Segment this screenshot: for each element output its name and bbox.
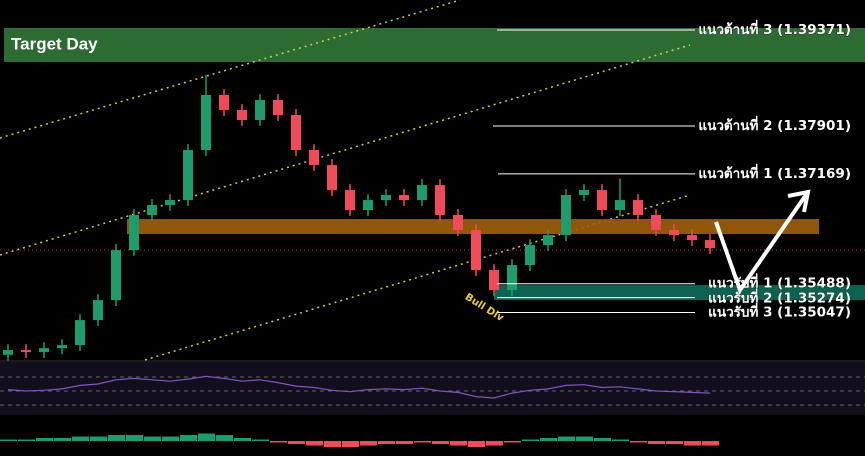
momentum-bar	[702, 441, 719, 446]
momentum-bar	[234, 438, 251, 441]
candle-body	[147, 205, 157, 216]
candle-body	[669, 230, 679, 236]
momentum-bar	[684, 441, 701, 446]
candle-body	[111, 250, 121, 301]
momentum-bar	[216, 435, 233, 441]
momentum-bar	[162, 436, 179, 441]
candle-body	[291, 114, 301, 151]
channel-line	[0, 44, 691, 256]
level-label: แนวต้านที่ 1 (1.37169)	[698, 163, 851, 182]
momentum-bar	[72, 436, 89, 441]
momentum-bar	[468, 441, 485, 447]
level-label: แนวต้านที่ 3 (1.39371)	[698, 19, 851, 38]
candle-body	[3, 350, 13, 355]
candle-body	[165, 200, 175, 206]
candle-body	[39, 348, 49, 353]
candle-body	[399, 195, 409, 201]
candle-body	[597, 190, 607, 211]
candle-body	[345, 190, 355, 211]
candle-body	[255, 100, 265, 121]
momentum-bar	[18, 439, 35, 441]
momentum-bar	[576, 436, 593, 441]
candle-body	[435, 185, 445, 216]
momentum-bar	[0, 439, 17, 441]
momentum-bar	[432, 441, 449, 444]
target-banner	[4, 28, 865, 62]
candle-body	[633, 200, 643, 216]
candle-body	[579, 190, 589, 196]
momentum-bar	[594, 438, 611, 441]
momentum-bar	[540, 438, 557, 441]
candle-body	[705, 240, 715, 249]
momentum-bar	[486, 441, 503, 446]
momentum-bar	[612, 439, 629, 441]
candle-body	[309, 150, 319, 166]
momentum-bar	[504, 441, 521, 443]
momentum-bar	[126, 435, 143, 441]
level-label: แนวต้านที่ 2 (1.37901)	[698, 115, 851, 134]
candle-body	[381, 195, 391, 201]
momentum-bar	[630, 441, 647, 443]
momentum-bar	[414, 441, 431, 443]
momentum-bar	[252, 439, 269, 441]
candle-body	[543, 235, 553, 246]
momentum-bar	[522, 439, 539, 441]
candle-body	[57, 345, 67, 349]
momentum-bar	[666, 441, 683, 444]
candle-body	[561, 195, 571, 236]
candle-body	[75, 320, 85, 346]
candle-body	[237, 110, 247, 121]
momentum-bar	[180, 435, 197, 441]
momentum-bar	[378, 441, 395, 444]
price-zone	[494, 285, 865, 301]
momentum-bar	[144, 436, 161, 441]
momentum-bar	[342, 441, 359, 447]
momentum-bar	[648, 441, 665, 444]
candle-body	[489, 270, 499, 291]
rsi-pane	[0, 362, 865, 415]
candle-body	[525, 245, 535, 266]
candle-body	[93, 300, 103, 321]
momentum-bar	[54, 438, 71, 441]
level-label: แนวรับที่ 3 (1.35047)	[708, 302, 851, 321]
rsi-line	[7, 375, 711, 399]
momentum-bar	[288, 441, 305, 444]
candle-body	[651, 215, 661, 231]
forecast-arrow	[714, 190, 810, 295]
momentum-bar	[450, 441, 467, 446]
momentum-bar	[324, 441, 341, 447]
channel-line	[0, 0, 461, 139]
price-zone	[127, 219, 819, 235]
candle-body	[507, 265, 517, 291]
banner-text: Target Day	[11, 34, 98, 53]
candle-body	[615, 200, 625, 211]
momentum-bar	[198, 433, 215, 441]
candle-body	[453, 215, 463, 231]
candle-body	[417, 185, 427, 201]
arrow-head	[787, 189, 811, 213]
candle-body	[687, 235, 697, 241]
candle-body	[219, 94, 229, 111]
momentum-bar	[558, 436, 575, 441]
candle-body	[21, 350, 31, 353]
candle-body	[201, 94, 211, 151]
candle-body	[471, 230, 481, 271]
candle-body	[129, 215, 139, 251]
momentum-bar	[90, 436, 107, 441]
candle-body	[363, 200, 373, 211]
momentum-bar	[108, 435, 125, 441]
momentum-bar	[396, 441, 413, 444]
momentum-bar	[360, 441, 377, 446]
candle-body	[273, 100, 283, 115]
momentum-bar	[306, 441, 323, 446]
level-label: แนวรับที่ 1 (1.35488)	[708, 273, 851, 292]
level-label: แนวรับที่ 2 (1.35274)	[708, 288, 851, 307]
momentum-bar	[36, 438, 53, 441]
candle-body	[327, 165, 337, 191]
momentum-bar	[270, 441, 287, 443]
candle-body	[183, 150, 193, 201]
